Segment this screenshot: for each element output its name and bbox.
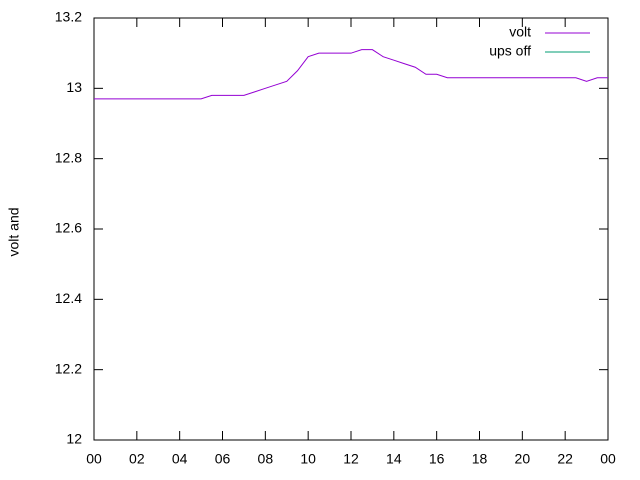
x-tick-label: 10 <box>300 451 316 467</box>
y-tick-label: 12.8 <box>55 149 82 165</box>
y-tick-label: 12.6 <box>55 220 82 236</box>
x-tick-label: 00 <box>600 451 616 467</box>
x-tick-label: 04 <box>172 451 188 467</box>
y-axis-label: volt and <box>6 207 22 256</box>
y-tick-label: 12 <box>66 431 82 447</box>
y-tick-label: 12.4 <box>55 290 82 306</box>
y-tick-label: 13.2 <box>55 9 82 25</box>
y-tick-label: 13 <box>66 79 82 95</box>
x-tick-label: 08 <box>258 451 274 467</box>
x-tick-label: 16 <box>429 451 445 467</box>
plot-frame <box>93 17 609 441</box>
y-tick-label: 12.2 <box>55 360 82 376</box>
legend-label: ups off <box>489 43 531 59</box>
x-tick-label: 22 <box>557 451 573 467</box>
x-tick-label: 00 <box>86 451 102 467</box>
legend-label: volt <box>509 24 531 40</box>
series-line <box>94 49 608 100</box>
x-tick-label: 06 <box>215 451 231 467</box>
x-tick-label: 20 <box>515 451 531 467</box>
x-tick-label: 14 <box>386 451 402 467</box>
x-tick-label: 02 <box>129 451 145 467</box>
x-tick-label: 12 <box>343 451 359 467</box>
x-tick-label: 18 <box>472 451 488 467</box>
